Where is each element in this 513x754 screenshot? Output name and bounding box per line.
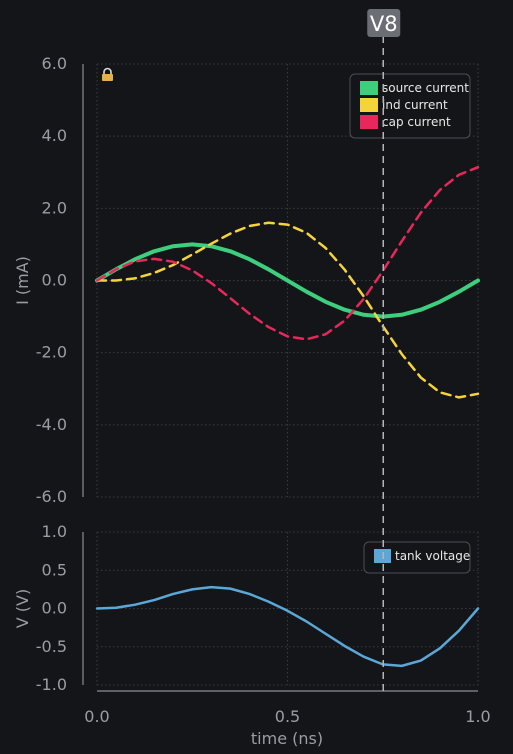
y-tick-label: 2.0	[42, 198, 67, 217]
y-tick-label: 6.0	[42, 54, 67, 73]
y-tick-label: 0.0	[42, 599, 67, 618]
legend-label: ind current	[382, 98, 448, 112]
x-axis-label: time (ns)	[251, 729, 323, 748]
cursor-label: V8	[370, 12, 398, 36]
y-tick-label: -1.0	[36, 675, 67, 694]
y-tick-label: -0.5	[36, 637, 67, 656]
lock-body	[102, 74, 113, 81]
legend-swatch	[360, 81, 378, 95]
legend-label: cap current	[382, 115, 451, 129]
series-line-source-current	[95, 242, 480, 319]
series-line-tank-voltage	[95, 585, 480, 668]
y-tick-label: 4.0	[42, 126, 67, 145]
legend-swatch	[360, 98, 378, 112]
legend-label: tank voltage	[395, 549, 470, 563]
voltage-panel: 1.0 0.5 0.0 -0.5 -1.0 V (V) tank voltage 0.0 0.5…	[13, 522, 491, 748]
legend-box	[349, 73, 471, 139]
y-tick-label: 0.5	[42, 560, 67, 579]
y-tick-label: -4.0	[36, 415, 67, 434]
y-tick-label: -6.0	[36, 487, 67, 506]
x-tick-label: 1.0	[465, 707, 490, 726]
y-tick-label: 1.0	[42, 522, 67, 541]
series-line-cap-current	[95, 165, 480, 341]
cursor-badge	[367, 9, 401, 37]
legend-swatch	[360, 115, 378, 129]
lock-shackle	[103, 67, 112, 74]
x-tick-label: 0.5	[275, 707, 300, 726]
cursor-layer: V8	[367, 9, 401, 691]
y-axis-label: I (mA)	[13, 256, 32, 305]
y-tick-label: -2.0	[36, 343, 67, 362]
legend-label: source current	[382, 81, 469, 95]
current-panel: 6.0 4.0 2.0 0.0 -2.0 -4.0 -6.0 I (mA) source cur…	[13, 54, 480, 506]
x-tick-label: 0.0	[84, 707, 109, 726]
y-tick-label: 0.0	[42, 271, 67, 290]
y-axis-label: V (V)	[13, 589, 32, 628]
series-line-ind-current	[95, 221, 480, 399]
lock-icon[interactable]	[102, 67, 113, 81]
